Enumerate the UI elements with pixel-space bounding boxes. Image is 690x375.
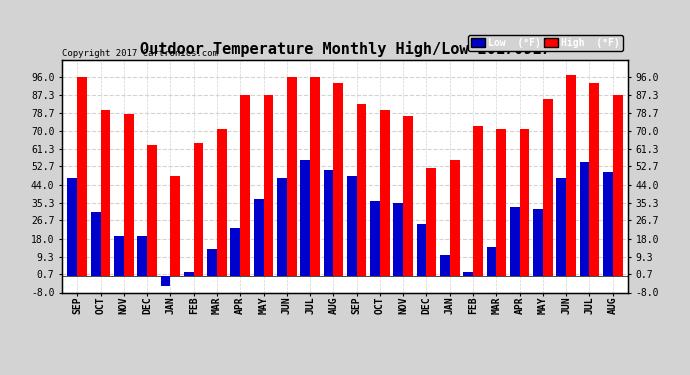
Bar xyxy=(240,95,250,276)
Bar xyxy=(184,272,194,276)
Bar xyxy=(370,201,380,276)
Bar xyxy=(496,129,506,276)
Bar xyxy=(473,126,483,276)
Bar xyxy=(194,143,204,276)
Bar xyxy=(217,129,227,276)
Bar xyxy=(556,178,566,276)
Bar xyxy=(147,145,157,276)
Bar xyxy=(101,110,110,276)
Bar xyxy=(161,276,170,286)
Bar xyxy=(310,76,320,276)
Bar xyxy=(520,129,529,276)
Bar xyxy=(417,224,426,276)
Text: Copyright 2017 Cartronics.com: Copyright 2017 Cartronics.com xyxy=(62,49,218,58)
Bar xyxy=(533,210,543,276)
Bar xyxy=(380,110,390,276)
Bar xyxy=(426,168,436,276)
Bar xyxy=(324,170,333,276)
Bar xyxy=(440,255,450,276)
Bar xyxy=(207,249,217,276)
Bar xyxy=(393,203,403,276)
Bar xyxy=(510,207,520,276)
Bar xyxy=(486,247,496,276)
Bar xyxy=(347,176,357,276)
Bar xyxy=(254,199,264,276)
Bar xyxy=(170,176,180,276)
Legend: Low  (°F), High  (°F): Low (°F), High (°F) xyxy=(468,34,623,51)
Bar xyxy=(68,178,77,276)
Bar xyxy=(277,178,287,276)
Bar xyxy=(543,99,553,276)
Bar xyxy=(77,76,87,276)
Bar xyxy=(450,160,460,276)
Bar xyxy=(287,76,297,276)
Bar xyxy=(124,114,134,276)
Bar xyxy=(580,162,589,276)
Bar xyxy=(230,228,240,276)
Bar xyxy=(566,75,576,276)
Bar xyxy=(333,83,343,276)
Bar xyxy=(403,116,413,276)
Bar xyxy=(589,83,599,276)
Bar xyxy=(603,172,613,276)
Bar xyxy=(463,272,473,276)
Bar xyxy=(264,95,273,276)
Bar xyxy=(137,237,147,276)
Bar xyxy=(613,95,622,276)
Bar xyxy=(114,237,124,276)
Bar xyxy=(91,211,101,276)
Bar xyxy=(300,160,310,276)
Bar xyxy=(357,104,366,276)
Title: Outdoor Temperature Monthly High/Low 20170917: Outdoor Temperature Monthly High/Low 201… xyxy=(139,42,551,57)
